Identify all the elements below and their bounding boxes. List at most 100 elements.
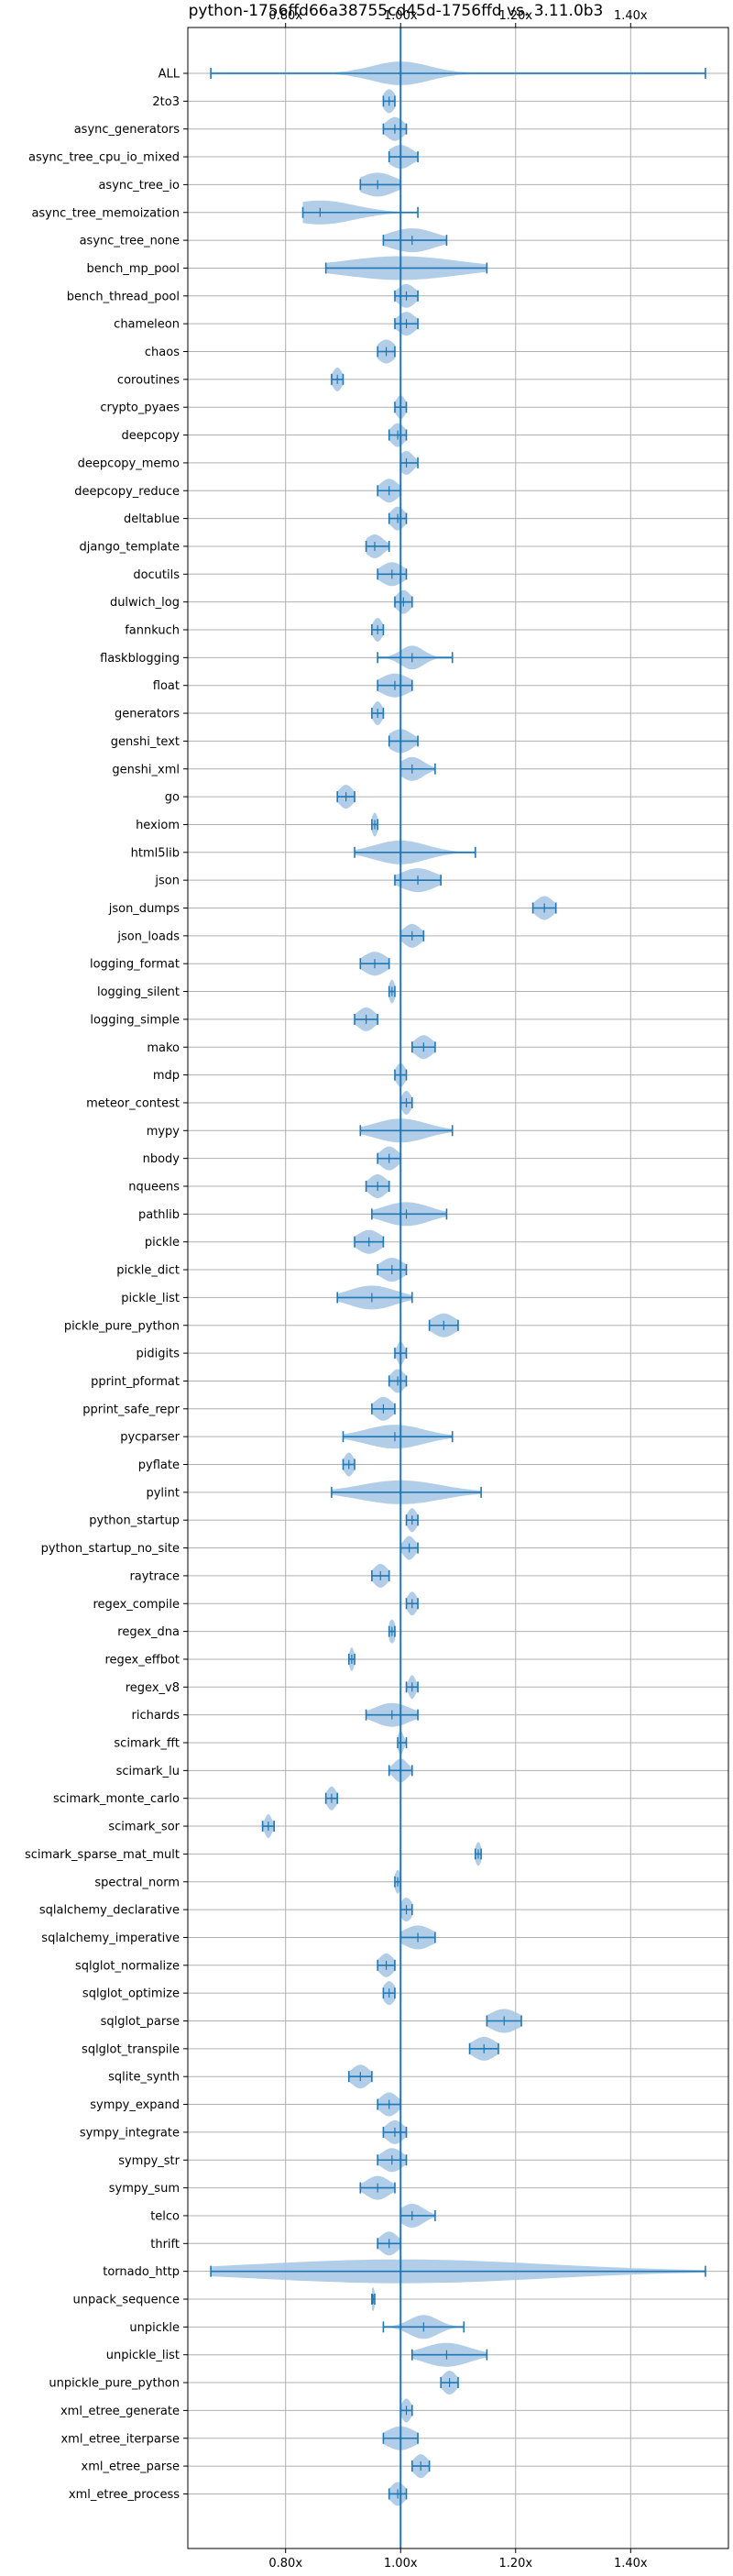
- violin-async_tree_none: [382, 228, 448, 253]
- violin-unpickle_list: [410, 2342, 488, 2367]
- category-label-deepcopy: deepcopy: [121, 429, 180, 443]
- category-label-sqlglot_optimize: sqlglot_optimize: [82, 1987, 180, 2001]
- category-label-pickle_dict: pickle_dict: [116, 1264, 180, 1278]
- category-label-sqlalchemy_declarative: sqlalchemy_declarative: [39, 1904, 180, 1918]
- violin-mako: [410, 1035, 436, 1060]
- violin-bench_mp_pool: [324, 256, 488, 281]
- category-label-crypto_pyaes: crypto_pyaes: [100, 402, 180, 415]
- violin-logging_simple: [354, 1007, 378, 1031]
- category-label-pycparser: pycparser: [120, 1431, 180, 1445]
- violin-pylint: [331, 1480, 482, 1504]
- category-label-genshi_text: genshi_text: [111, 735, 180, 749]
- category-label-logging_simple: logging_simple: [90, 1013, 180, 1027]
- violin-json: [394, 868, 442, 893]
- category-label-scimark_lu: scimark_lu: [116, 1765, 180, 1778]
- x-tick-label-top-0: 0.80x: [268, 9, 302, 23]
- category-label-async_tree_memoization: async_tree_memoization: [31, 206, 180, 220]
- violin-xml_etree_parse: [410, 2454, 431, 2479]
- violin-regex_effbot: [347, 1647, 356, 1671]
- category-label-mypy: mypy: [147, 1125, 181, 1139]
- category-label-logging_format: logging_format: [90, 958, 180, 972]
- violin-regex_v8: [405, 1675, 419, 1700]
- violin-scimark_sparse_mat_mult: [475, 1842, 482, 1866]
- category-label-pickle: pickle: [145, 1236, 180, 1249]
- violin-pickle_pure_python: [428, 1313, 459, 1338]
- category-label-scimark_sparse_mat_mult: scimark_sparse_mat_mult: [25, 1848, 180, 1862]
- violin-dulwich_log: [394, 589, 413, 614]
- category-label-pprint_safe_repr: pprint_safe_repr: [82, 1403, 180, 1416]
- violin-2to3: [382, 89, 396, 114]
- category-label-xml_etree_iterparse: xml_etree_iterparse: [60, 2432, 180, 2446]
- category-label-scimark_monte_carlo: scimark_monte_carlo: [53, 1792, 180, 1806]
- category-label-scimark_sor: scimark_sor: [108, 1821, 180, 1834]
- violin-pyflate: [342, 1452, 356, 1477]
- category-label-pprint_pformat: pprint_pformat: [91, 1375, 180, 1389]
- violin-pickle_list: [336, 1285, 413, 1310]
- category-label-logging_silent: logging_silent: [97, 985, 180, 999]
- x-tick-label-top-2: 1.20x: [498, 9, 532, 23]
- category-label-pickle_list: pickle_list: [121, 1292, 180, 1305]
- category-label-regex_effbot: regex_effbot: [104, 1653, 180, 1667]
- category-label-sqlglot_transpile: sqlglot_transpile: [82, 2042, 180, 2056]
- violin-nbody: [377, 1146, 402, 1171]
- violin-scimark_sor: [261, 1814, 275, 1839]
- category-label-bench_thread_pool: bench_thread_pool: [67, 290, 180, 303]
- category-label-deepcopy_reduce: deepcopy_reduce: [74, 485, 180, 499]
- violin-go: [336, 785, 356, 809]
- violin-raytrace: [371, 1563, 390, 1588]
- violin-hexiom: [371, 812, 378, 837]
- violin-python_startup: [405, 1508, 419, 1533]
- violin-regex_dna: [388, 1619, 396, 1644]
- violin-unpack_sequence: [371, 2287, 376, 2311]
- violin-pickle_dict: [377, 1258, 408, 1282]
- violin-unpickle: [382, 2315, 465, 2339]
- category-label-nbody: nbody: [143, 1152, 181, 1166]
- violin-pickle: [354, 1229, 385, 1254]
- category-label-fannkuch: fannkuch: [125, 624, 180, 638]
- violin-coroutines: [331, 367, 345, 391]
- category-label-regex_v8: regex_v8: [126, 1681, 180, 1695]
- category-label-json_dumps: json_dumps: [108, 902, 180, 916]
- category-label-pickle_pure_python: pickle_pure_python: [64, 1319, 180, 1333]
- category-label-regex_compile: regex_compile: [93, 1598, 180, 1612]
- category-label-unpack_sequence: unpack_sequence: [72, 2294, 180, 2307]
- category-label-hexiom: hexiom: [136, 819, 180, 832]
- plot-frame: [187, 27, 729, 2549]
- category-label-nqueens: nqueens: [128, 1181, 180, 1194]
- category-label-chameleon: chameleon: [114, 318, 180, 332]
- category-label-ALL: ALL: [159, 68, 181, 82]
- category-label-generators: generators: [115, 708, 180, 721]
- category-label-xml_etree_generate: xml_etree_generate: [60, 2405, 180, 2418]
- category-label-chaos: chaos: [145, 346, 180, 359]
- category-label-async_tree_cpu_io_mixed: async_tree_cpu_io_mixed: [28, 151, 180, 165]
- category-label-python_startup: python_startup: [89, 1514, 180, 1528]
- violin-pprint_pformat: [388, 1369, 408, 1393]
- violin-sympy_str: [377, 2148, 408, 2173]
- violin-fannkuch: [371, 618, 385, 642]
- category-label-async_tree_none: async_tree_none: [80, 235, 180, 248]
- category-label-sympy_integrate: sympy_integrate: [80, 2126, 180, 2140]
- violin-flaskblogging: [377, 645, 454, 670]
- violin-sqlglot_optimize: [382, 1981, 396, 2006]
- category-label-python_startup_no_site: python_startup_no_site: [41, 1542, 180, 1556]
- category-label-sympy_sum: sympy_sum: [109, 2182, 180, 2196]
- category-label-sympy_str: sympy_str: [118, 2154, 180, 2168]
- category-label-async_tree_io: async_tree_io: [98, 179, 180, 193]
- violin-generators: [371, 701, 385, 726]
- violin-async_tree_memoization: [301, 200, 419, 225]
- category-label-async_generators: async_generators: [74, 123, 181, 137]
- category-label-thrift: thrift: [150, 2238, 180, 2251]
- violin-richards: [365, 1702, 419, 1727]
- category-label-docutils: docutils: [133, 568, 180, 582]
- violin-async_tree_cpu_io_mixed: [388, 145, 419, 170]
- violin-xml_etree_process: [388, 2482, 408, 2506]
- violin-django_template: [365, 534, 390, 558]
- violin-mypy: [359, 1118, 454, 1143]
- violin-sqlite_synth: [347, 2064, 373, 2089]
- violin-deltablue: [388, 506, 408, 531]
- violin-sqlglot_parse: [486, 2009, 522, 2033]
- category-label-sqlalchemy_imperative: sqlalchemy_imperative: [41, 1932, 180, 1945]
- category-label-sqlglot_parse: sqlglot_parse: [101, 2015, 180, 2029]
- category-label-deltablue: deltablue: [124, 512, 180, 526]
- violin-sqlglot_normalize: [377, 1953, 396, 1977]
